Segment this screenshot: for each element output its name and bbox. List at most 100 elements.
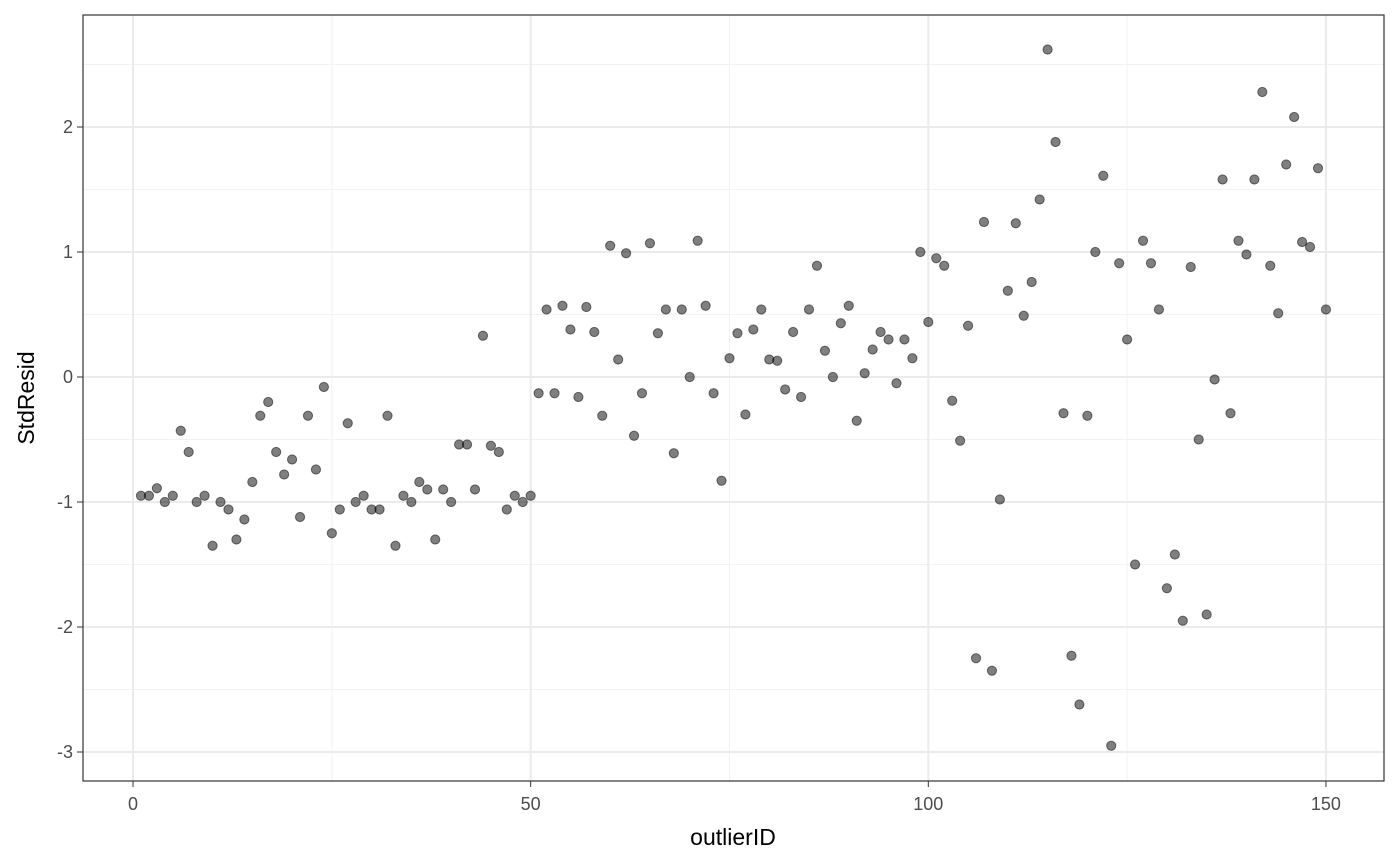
point [1169, 549, 1180, 560]
point [461, 439, 473, 450]
point [994, 494, 1005, 505]
point [1273, 308, 1284, 319]
point [1289, 111, 1300, 123]
panel-border [82, 14, 1385, 782]
point [1201, 609, 1212, 620]
point [1145, 258, 1157, 269]
point [732, 328, 743, 339]
point [803, 304, 815, 315]
point [533, 388, 544, 399]
point [334, 504, 345, 515]
point [1265, 260, 1276, 271]
point [469, 484, 481, 495]
point [573, 391, 584, 403]
point [414, 476, 425, 488]
point [613, 354, 624, 365]
point [302, 410, 314, 421]
point [827, 371, 838, 383]
point [795, 391, 807, 403]
point [207, 540, 218, 551]
point [263, 396, 274, 408]
point [374, 504, 385, 515]
y-axis-title: StdResid [13, 351, 39, 444]
point [175, 425, 186, 436]
point [326, 528, 337, 539]
point [867, 344, 878, 355]
point [1018, 310, 1029, 321]
point [509, 490, 520, 501]
point [549, 388, 560, 399]
x-tick-label: 100 [913, 794, 943, 814]
y-tick-label: 1 [63, 242, 73, 262]
point [1098, 170, 1109, 181]
point [899, 334, 910, 345]
point [716, 475, 727, 486]
point [1106, 740, 1117, 751]
point [1209, 374, 1220, 385]
point [692, 235, 703, 246]
point [684, 371, 695, 383]
point [740, 409, 751, 420]
y-tick-label: 2 [63, 117, 73, 137]
point [318, 381, 329, 393]
point [565, 324, 576, 335]
point [1233, 235, 1244, 246]
point [1010, 218, 1021, 229]
point [955, 435, 966, 446]
point [446, 496, 457, 508]
point [1153, 304, 1165, 315]
point [422, 484, 433, 495]
point [255, 410, 266, 421]
point [477, 330, 489, 341]
point [811, 260, 823, 271]
point [294, 511, 306, 523]
point [1296, 236, 1308, 248]
point [1185, 261, 1196, 273]
point [541, 304, 552, 315]
point [1193, 434, 1204, 445]
point [1122, 334, 1133, 345]
point [859, 368, 870, 379]
point [517, 496, 528, 508]
point [1090, 246, 1101, 258]
point [756, 304, 767, 315]
point [1320, 304, 1332, 315]
point [342, 418, 353, 429]
point [915, 246, 926, 258]
point [605, 240, 616, 251]
point [390, 540, 401, 551]
point [151, 483, 162, 494]
point [525, 490, 536, 501]
point [620, 248, 632, 259]
y-tick-label: -2 [57, 617, 73, 637]
point [628, 430, 640, 441]
point [1137, 235, 1149, 246]
point [1026, 276, 1037, 288]
x-tick-label: 50 [521, 794, 541, 814]
point [891, 378, 902, 389]
point [772, 355, 783, 366]
point [700, 300, 711, 311]
point [660, 304, 671, 315]
x-tick-label: 150 [1311, 794, 1341, 814]
point [215, 496, 226, 508]
point [271, 446, 282, 458]
point [1114, 258, 1125, 269]
point [286, 454, 298, 465]
point [1002, 285, 1013, 296]
point [724, 353, 735, 364]
point [986, 665, 998, 676]
point [1241, 249, 1252, 260]
point [875, 326, 886, 338]
point [962, 320, 974, 331]
point [1177, 615, 1188, 626]
point [382, 410, 393, 421]
point [358, 490, 369, 501]
point [883, 334, 894, 345]
point [183, 446, 194, 458]
point [1304, 241, 1316, 253]
point [1257, 86, 1268, 98]
panel-background [83, 15, 1384, 781]
point [143, 490, 155, 501]
